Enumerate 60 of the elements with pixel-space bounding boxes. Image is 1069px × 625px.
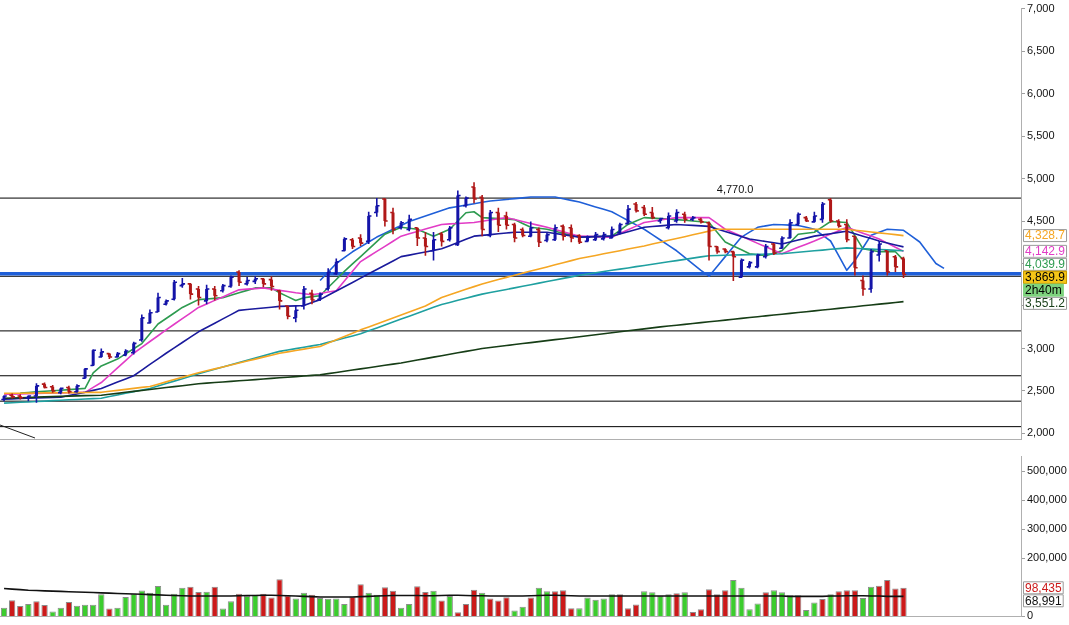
candlestick bbox=[237, 269, 241, 287]
y-tick-label: 7,000 bbox=[1027, 1, 1055, 14]
candlestick bbox=[764, 243, 768, 260]
y-tick-label: 4,500 bbox=[1027, 214, 1055, 227]
candlestick bbox=[796, 211, 800, 227]
candlestick bbox=[83, 367, 87, 380]
y-tick-label: 6,500 bbox=[1027, 44, 1055, 57]
candlestick bbox=[91, 348, 95, 367]
candlestick bbox=[869, 248, 873, 294]
candlestick bbox=[561, 223, 565, 242]
y-tick-label: 2,500 bbox=[1027, 384, 1055, 396]
candlestick bbox=[780, 235, 784, 250]
candlestick bbox=[464, 195, 468, 209]
text: 2h40m bbox=[1025, 283, 1062, 298]
y-tick-label: 2,000 bbox=[1027, 426, 1055, 439]
candlestick bbox=[853, 235, 857, 277]
candlestick bbox=[178, 277, 184, 289]
candlestick bbox=[294, 304, 298, 323]
candlestick bbox=[877, 240, 881, 263]
candlestick bbox=[326, 267, 330, 292]
candlestick bbox=[642, 204, 646, 217]
y-tick-label: 3,000 bbox=[1027, 341, 1055, 354]
y-tick-label: 400,000 bbox=[1027, 493, 1067, 506]
candlestick bbox=[391, 207, 395, 235]
candlestick bbox=[172, 279, 176, 302]
text: 4,142.9 bbox=[1025, 244, 1066, 259]
candlestick bbox=[310, 289, 314, 306]
candlestick bbox=[772, 242, 776, 256]
y-tick-label: 0 bbox=[1027, 609, 1034, 622]
candlestick bbox=[407, 213, 411, 233]
text: 4,039.9 bbox=[1025, 257, 1066, 272]
y-tick-label: 300,000 bbox=[1027, 522, 1067, 535]
candlestick bbox=[626, 204, 630, 226]
text: 3,551.2 bbox=[1025, 296, 1066, 311]
candlestick bbox=[148, 308, 152, 325]
candlestick bbox=[634, 201, 638, 214]
candlestick bbox=[156, 292, 160, 314]
candlestick bbox=[383, 197, 387, 228]
candlestick bbox=[302, 285, 306, 311]
text: 4,328.7 bbox=[1025, 228, 1066, 243]
text: 3,869.9 bbox=[1025, 270, 1066, 285]
ref-line-label: 4,770.0 bbox=[716, 182, 754, 195]
y-tick-label: 500,000 bbox=[1027, 464, 1067, 477]
y-tick-label: 6,000 bbox=[1027, 86, 1055, 99]
text: 68,991 bbox=[1025, 593, 1063, 608]
candlestick bbox=[480, 194, 484, 238]
y-tick-label: 200,000 bbox=[1027, 551, 1067, 564]
text: 98,435 bbox=[1025, 580, 1063, 595]
candlestick bbox=[375, 197, 379, 218]
candlestick bbox=[140, 313, 144, 343]
candlestick bbox=[229, 274, 233, 289]
candlestick bbox=[537, 226, 541, 248]
candlestick bbox=[545, 232, 549, 244]
candlestick bbox=[788, 218, 792, 240]
candlestick bbox=[707, 220, 711, 262]
candlestick bbox=[861, 274, 865, 297]
candlestick bbox=[845, 218, 849, 244]
y-tick-label: 5,000 bbox=[1027, 171, 1055, 184]
candlestick bbox=[472, 181, 476, 204]
y-tick-label: 5,500 bbox=[1027, 129, 1055, 142]
